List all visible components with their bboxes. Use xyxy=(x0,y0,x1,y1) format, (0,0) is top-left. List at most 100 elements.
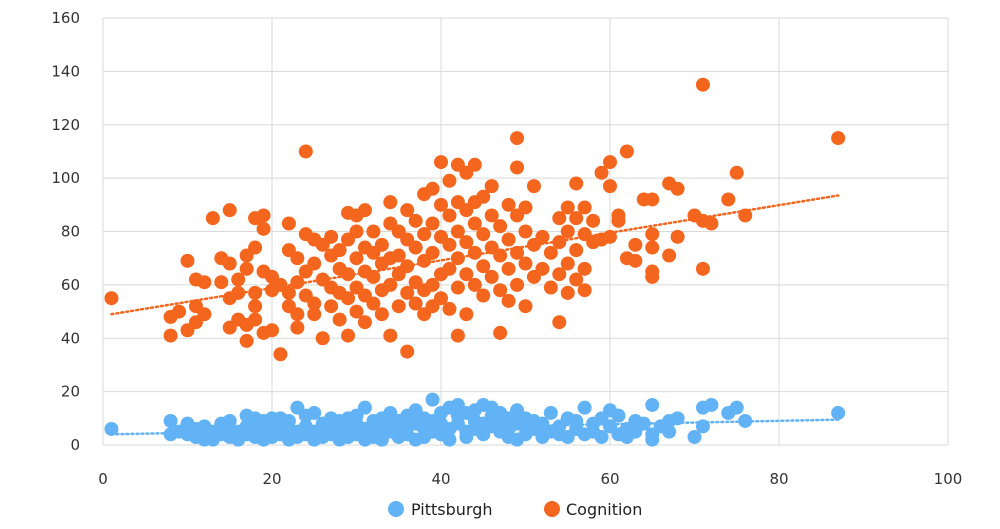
data-point-cognition xyxy=(535,229,550,244)
data-point-cognition xyxy=(484,269,499,284)
data-point-cognition xyxy=(248,299,263,314)
data-point-cognition xyxy=(510,160,525,175)
y-tick-label: 0 xyxy=(70,436,80,454)
data-point-cognition xyxy=(374,237,389,252)
data-point-cognition xyxy=(552,267,567,282)
data-point-cognition xyxy=(450,280,465,295)
data-point-cognition xyxy=(222,203,237,218)
data-point-cognition xyxy=(501,261,516,276)
data-point-cognition xyxy=(256,208,271,223)
data-point-cognition xyxy=(442,237,457,252)
y-tick-label: 60 xyxy=(61,276,80,294)
data-point-cognition xyxy=(357,315,372,330)
y-tick-label: 20 xyxy=(61,383,80,401)
data-point-cognition xyxy=(518,200,533,215)
data-point-cognition xyxy=(383,328,398,343)
data-point-cognition xyxy=(543,245,558,260)
data-point-cognition xyxy=(467,157,482,172)
data-point-cognition xyxy=(231,272,246,287)
data-point-cognition xyxy=(256,221,271,236)
data-point-pittsburgh xyxy=(577,400,592,415)
data-point-cognition xyxy=(290,275,305,290)
y-tick-label: 40 xyxy=(61,329,80,347)
data-point-pittsburgh xyxy=(645,397,660,412)
data-point-cognition xyxy=(349,304,364,319)
data-point-pittsburgh xyxy=(425,392,440,407)
data-point-cognition xyxy=(324,229,339,244)
data-point-cognition xyxy=(214,275,229,290)
y-tick-label: 80 xyxy=(61,223,80,241)
trendline-pittsburgh xyxy=(110,418,840,436)
data-point-cognition xyxy=(290,307,305,322)
x-tick-label: 100 xyxy=(934,470,963,488)
data-point-cognition xyxy=(248,285,263,300)
data-point-cognition xyxy=(408,296,423,311)
data-point-cognition xyxy=(628,237,643,252)
data-point-cognition xyxy=(695,261,710,276)
data-point-cognition xyxy=(425,216,440,231)
data-point-cognition xyxy=(501,293,516,308)
data-point-cognition xyxy=(476,288,491,303)
data-point-cognition xyxy=(231,285,246,300)
data-point-cognition xyxy=(645,240,660,255)
data-point-cognition xyxy=(408,240,423,255)
x-tick-label: 80 xyxy=(769,470,788,488)
data-point-cognition xyxy=(577,283,592,298)
data-point-cognition xyxy=(180,253,195,268)
data-point-cognition xyxy=(552,315,567,330)
data-point-cognition xyxy=(535,261,550,276)
data-point-cognition xyxy=(434,291,448,306)
data-point-pittsburgh xyxy=(831,405,846,420)
data-point-cognition xyxy=(290,251,305,266)
y-tick-label: 100 xyxy=(51,169,80,187)
x-tick-label: 60 xyxy=(600,470,619,488)
data-point-cognition xyxy=(222,256,237,271)
data-point-cognition xyxy=(442,261,457,276)
data-point-cognition xyxy=(425,277,440,292)
data-point-cognition xyxy=(831,131,846,146)
data-point-cognition xyxy=(603,155,617,170)
data-point-cognition xyxy=(400,285,415,300)
data-point-cognition xyxy=(501,197,516,212)
data-point-cognition xyxy=(526,179,541,194)
data-point-cognition xyxy=(172,304,187,319)
data-point-cognition xyxy=(248,240,263,255)
data-point-pittsburgh xyxy=(687,429,702,444)
data-point-cognition xyxy=(662,248,677,263)
data-point-cognition xyxy=(425,181,440,196)
data-point-cognition xyxy=(265,323,279,338)
data-point-cognition xyxy=(290,320,305,335)
data-point-cognition xyxy=(484,208,499,223)
data-point-cognition xyxy=(239,333,254,348)
data-point-cognition xyxy=(459,307,474,322)
data-point-cognition xyxy=(341,291,356,306)
data-point-cognition xyxy=(594,165,609,180)
data-point-pittsburgh xyxy=(163,413,178,428)
data-point-cognition xyxy=(510,277,525,292)
legend-label-cognition: Cognition xyxy=(566,500,642,519)
data-point-cognition xyxy=(552,235,567,250)
data-point-cognition xyxy=(450,224,465,239)
data-point-cognition xyxy=(569,211,584,226)
x-tick-label: 40 xyxy=(431,470,450,488)
data-point-cognition xyxy=(349,224,364,239)
data-point-cognition xyxy=(459,235,474,250)
data-point-cognition xyxy=(332,312,347,327)
y-tick-label: 120 xyxy=(51,116,80,134)
legend: Pittsburgh Cognition xyxy=(388,500,642,519)
data-point-cognition xyxy=(560,256,575,271)
data-point-cognition xyxy=(467,245,482,260)
data-point-cognition xyxy=(349,251,364,266)
data-point-cognition xyxy=(721,192,736,207)
data-point-cognition xyxy=(586,213,601,228)
data-point-cognition xyxy=(391,248,406,263)
data-point-pittsburgh xyxy=(281,413,296,428)
y-tick-label: 140 xyxy=(51,62,80,80)
series-cognition xyxy=(104,77,846,362)
data-point-cognition xyxy=(434,155,448,170)
data-point-cognition xyxy=(281,285,296,300)
data-point-cognition xyxy=(518,256,533,271)
data-point-cognition xyxy=(383,195,398,210)
data-point-cognition xyxy=(577,200,592,215)
